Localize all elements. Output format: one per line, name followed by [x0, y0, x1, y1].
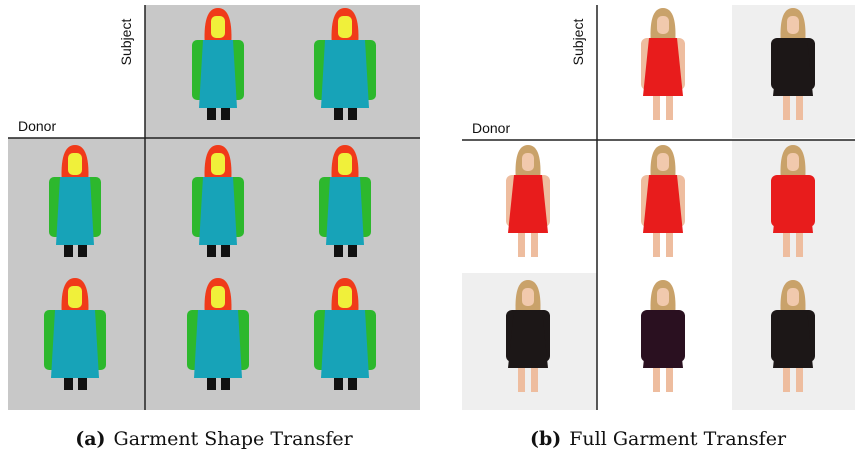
face [522, 153, 534, 171]
leg [207, 108, 216, 120]
dress [773, 310, 813, 368]
dress [326, 177, 364, 245]
dress [321, 40, 369, 108]
caption-text: Full Garment Transfer [569, 428, 787, 450]
col-label: Donor [472, 120, 510, 136]
leg [207, 245, 216, 257]
face [787, 16, 799, 34]
leg [64, 245, 73, 257]
face [787, 153, 799, 171]
dress [199, 40, 237, 108]
leg [783, 233, 790, 257]
dress [508, 310, 548, 368]
leg [796, 368, 803, 392]
face [211, 16, 225, 38]
leg [666, 368, 673, 392]
dress [51, 310, 99, 378]
leg [783, 368, 790, 392]
caption-label: (b) [530, 428, 561, 450]
leg [518, 233, 525, 257]
leg [334, 378, 343, 390]
face [657, 288, 669, 306]
leg [653, 233, 660, 257]
dress [773, 175, 813, 233]
dress [199, 177, 237, 245]
leg [666, 233, 673, 257]
leg [334, 245, 343, 257]
figure: Subject Donor Subject Donor (a) Garment S… [0, 0, 859, 460]
face [338, 153, 352, 175]
dress [56, 177, 94, 245]
leg [796, 96, 803, 120]
row-label: Subject [570, 19, 586, 66]
dress [643, 310, 683, 368]
leg [348, 245, 357, 257]
face [68, 286, 82, 308]
row-label: Subject [118, 19, 134, 66]
face [787, 288, 799, 306]
dress [643, 38, 683, 96]
dress [508, 175, 548, 233]
face [657, 153, 669, 171]
dress [321, 310, 369, 378]
leg [78, 245, 87, 257]
leg [531, 233, 538, 257]
leg [653, 368, 660, 392]
leg [653, 96, 660, 120]
dress [643, 175, 683, 233]
face [338, 286, 352, 308]
dress [194, 310, 242, 378]
caption-label: (a) [75, 428, 105, 450]
face [338, 16, 352, 38]
leg [796, 233, 803, 257]
leg [221, 108, 230, 120]
col-label: Donor [18, 118, 56, 134]
caption: (a) Garment Shape Transfer [75, 428, 353, 450]
caption: (b) Full Garment Transfer [530, 428, 787, 450]
leg [783, 96, 790, 120]
face [657, 16, 669, 34]
face [68, 153, 82, 175]
leg [207, 378, 216, 390]
leg [666, 96, 673, 120]
leg [78, 378, 87, 390]
leg [334, 108, 343, 120]
face [211, 153, 225, 175]
leg [64, 378, 73, 390]
dress [773, 38, 813, 96]
leg [348, 378, 357, 390]
leg [221, 378, 230, 390]
caption-text: Garment Shape Transfer [114, 428, 354, 450]
face [211, 286, 225, 308]
leg [518, 368, 525, 392]
leg [221, 245, 230, 257]
leg [531, 368, 538, 392]
face [522, 288, 534, 306]
leg [348, 108, 357, 120]
cell-bg [145, 5, 420, 138]
